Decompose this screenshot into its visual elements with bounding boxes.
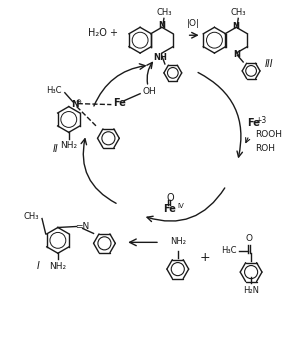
Text: NH: NH (153, 53, 167, 61)
Text: NH₂: NH₂ (60, 141, 77, 150)
Text: O: O (166, 193, 174, 203)
Text: CH₃: CH₃ (231, 9, 246, 17)
Text: NH₂: NH₂ (170, 237, 186, 246)
Text: ⊕: ⊕ (76, 99, 82, 105)
Text: N: N (232, 22, 239, 31)
Text: ROOH: ROOH (255, 130, 282, 139)
Text: =N: =N (75, 222, 89, 231)
Text: +3: +3 (255, 116, 266, 125)
Text: N: N (234, 49, 241, 59)
Text: H₃C: H₃C (221, 246, 236, 255)
Text: ROH: ROH (255, 144, 275, 153)
Text: H₂N: H₂N (243, 286, 259, 295)
Text: H₂O +: H₂O + (88, 28, 119, 38)
Text: N: N (158, 21, 165, 30)
Text: I: I (37, 261, 40, 271)
Text: O: O (246, 234, 253, 243)
Text: CH₃: CH₃ (156, 9, 172, 17)
Text: OH: OH (142, 87, 156, 96)
Text: II: II (53, 144, 59, 154)
Text: III: III (265, 59, 273, 69)
Text: +: + (199, 251, 210, 264)
Text: |O|: |O| (187, 19, 200, 28)
Text: H₃C: H₃C (46, 86, 62, 95)
Text: Fe: Fe (113, 98, 126, 108)
Text: Fe: Fe (247, 118, 260, 129)
Text: CH₃: CH₃ (24, 212, 39, 221)
Text: Fe: Fe (163, 204, 176, 214)
Text: IV: IV (178, 203, 185, 209)
Text: NH₂: NH₂ (49, 262, 66, 271)
Text: N: N (71, 100, 79, 109)
